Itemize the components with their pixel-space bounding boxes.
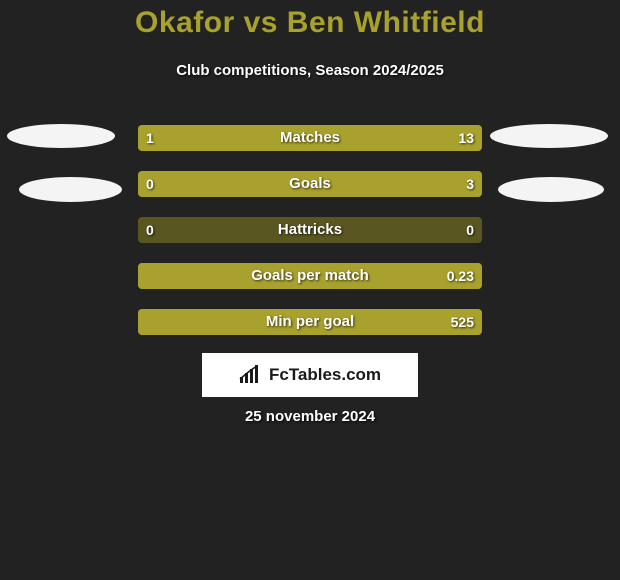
bar-fill-right — [138, 171, 482, 197]
stat-row: Matches113 — [138, 125, 482, 151]
page-title: Okafor vs Ben Whitfield — [0, 6, 620, 40]
stat-row: Hattricks00 — [138, 217, 482, 243]
logo-placeholder-right-1 — [498, 177, 604, 202]
bar-fill-right — [138, 309, 482, 335]
page-subtitle: Club competitions, Season 2024/2025 — [0, 62, 620, 79]
bar-track — [138, 309, 482, 335]
logo-placeholder-right-0 — [490, 124, 608, 148]
stat-row: Min per goal525 — [138, 309, 482, 335]
bar-track — [138, 171, 482, 197]
stats-bars: Matches113 Goals03 Hattricks00 Goals per ma… — [138, 125, 482, 355]
chart-icon — [239, 365, 263, 385]
bar-fill-right — [138, 263, 482, 289]
bar-track — [138, 217, 482, 243]
fctables-watermark: FcTables.com — [202, 353, 418, 397]
stat-row: Goals03 — [138, 171, 482, 197]
fctables-text: FcTables.com — [269, 365, 381, 385]
logo-placeholder-left-1 — [19, 177, 122, 202]
page-root: Okafor vs Ben Whitfield Club competition… — [0, 0, 620, 580]
logo-placeholder-left-0 — [7, 124, 115, 148]
bar-fill-right — [200, 125, 482, 151]
bar-track — [138, 263, 482, 289]
bar-track — [138, 125, 482, 151]
stat-row: Goals per match0.23 — [138, 263, 482, 289]
generated-date: 25 november 2024 — [0, 408, 620, 425]
bar-fill-left — [138, 125, 200, 151]
